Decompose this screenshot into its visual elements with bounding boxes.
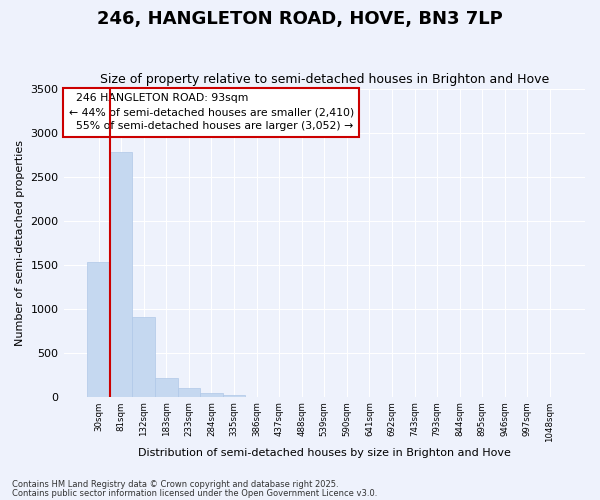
- Text: 246, HANGLETON ROAD, HOVE, BN3 7LP: 246, HANGLETON ROAD, HOVE, BN3 7LP: [97, 10, 503, 28]
- Text: Contains public sector information licensed under the Open Government Licence v3: Contains public sector information licen…: [12, 488, 377, 498]
- Y-axis label: Number of semi-detached properties: Number of semi-detached properties: [15, 140, 25, 346]
- X-axis label: Distribution of semi-detached houses by size in Brighton and Hove: Distribution of semi-detached houses by …: [138, 448, 511, 458]
- Text: 246 HANGLETON ROAD: 93sqm
← 44% of semi-detached houses are smaller (2,410)
  55: 246 HANGLETON ROAD: 93sqm ← 44% of semi-…: [69, 93, 354, 131]
- Title: Size of property relative to semi-detached houses in Brighton and Hove: Size of property relative to semi-detach…: [100, 73, 549, 86]
- Bar: [110, 152, 133, 396]
- Bar: [155, 378, 178, 396]
- Text: Contains HM Land Registry data © Crown copyright and database right 2025.: Contains HM Land Registry data © Crown c…: [12, 480, 338, 489]
- Bar: [178, 388, 200, 396]
- Bar: [87, 262, 110, 396]
- Bar: [200, 393, 223, 396]
- Bar: [133, 318, 155, 396]
